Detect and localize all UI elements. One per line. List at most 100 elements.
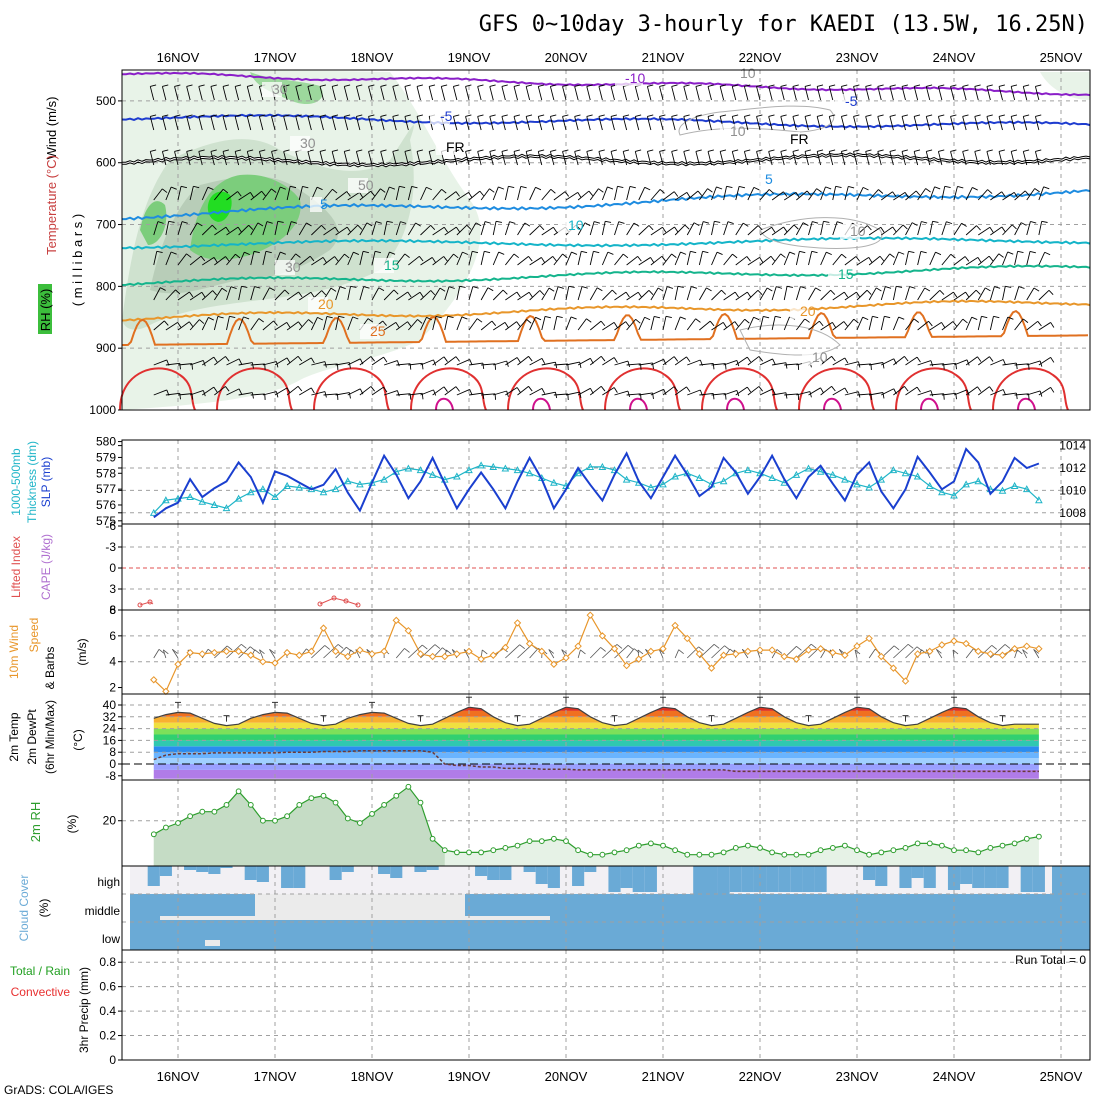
cloud-low-label: low <box>102 932 120 946</box>
upper-rh-label: RH (%) <box>38 289 53 332</box>
cloud-high-bar <box>923 866 936 888</box>
wind-speed-point <box>368 650 376 658</box>
rh2m-point <box>393 792 400 799</box>
upper-air-grid <box>122 70 1090 410</box>
temp-band <box>153 740 1039 747</box>
date-label-top: 23NOV <box>836 50 879 65</box>
thickness-point <box>356 480 364 488</box>
wind-speed-point <box>234 647 243 656</box>
rh2m-point <box>441 847 448 854</box>
wind-speed-point <box>247 651 255 659</box>
rh2m-point <box>951 847 957 854</box>
thickness-point <box>295 483 304 491</box>
wind-label-1: 10m Wind <box>7 625 21 679</box>
lifted-tick-labels: -6 -3 0 3 6 <box>105 519 122 617</box>
contour-label: 15 <box>838 266 854 282</box>
tick-label: -3 <box>105 540 116 554</box>
contour-label: -10 <box>625 70 645 86</box>
rh2m-point <box>429 835 436 842</box>
temp-label-1: 2m Temp <box>7 712 21 761</box>
contour-label: 5 <box>765 171 773 187</box>
thickness-point <box>222 504 231 512</box>
rh2m-point <box>272 817 278 824</box>
wind-speed-point <box>319 624 328 632</box>
thickness-point <box>246 488 255 496</box>
date-label-bottom: 22NOV <box>739 1069 782 1084</box>
isotherm-labels: -10 -5 -5 FR FR 5 5 10 15 15 20 20 25 30 50 30 10 10 10 10 3… <box>262 65 866 365</box>
lifted-index-marks <box>137 595 361 608</box>
rh2m-area <box>150 783 1042 866</box>
rh2m-point <box>623 847 630 854</box>
rh-tick-labels: 20 <box>103 814 122 828</box>
contour-label: FR <box>790 131 809 147</box>
cloud-high-bar <box>329 866 342 880</box>
tick-label: 32 <box>103 710 117 724</box>
date-label-bottom: 25NOV <box>1040 1069 1083 1084</box>
cloud-high-bar <box>426 866 439 870</box>
tick-label: 0.8 <box>99 955 116 969</box>
cloud-high-bar <box>802 866 815 892</box>
cloud-high-bar <box>1032 866 1045 892</box>
thickness-point <box>513 466 522 474</box>
cloud-unit-label: (%) <box>37 899 51 918</box>
temp-band <box>153 746 1039 753</box>
cloud-high-bar <box>196 866 209 872</box>
cloud-high-bar <box>159 866 172 876</box>
wind-speed-point <box>1010 645 1019 653</box>
rh2m-point <box>308 795 315 801</box>
wind-speed-point <box>938 641 946 649</box>
wind-speed-point <box>344 652 352 661</box>
rh2m-point <box>332 799 339 806</box>
thickness-point <box>489 462 498 470</box>
rh2m-point <box>150 831 157 838</box>
wind-speed-point <box>538 647 546 656</box>
thickness-point <box>804 464 813 472</box>
wind-unit-label: (m/s) <box>75 638 89 665</box>
wind-speed-point <box>210 648 219 657</box>
date-label-bottom: 17NOV <box>254 1069 297 1084</box>
date-label-top: 24NOV <box>933 50 976 65</box>
wind-speed-point <box>331 647 340 656</box>
rh2m-point <box>805 851 812 858</box>
rh2m-point <box>672 847 678 854</box>
upper-temp-label: Temperature (°C) <box>44 155 59 255</box>
date-label-top: 22NOV <box>739 50 782 65</box>
tick-label: 0.4 <box>99 1004 116 1018</box>
thickness-point <box>477 461 485 469</box>
thickness-line <box>149 461 1043 516</box>
cloud-high-bar <box>547 866 560 888</box>
thickness-point <box>416 466 425 474</box>
tick-label: 6 <box>109 629 116 643</box>
tick-label: 1000 <box>89 403 116 417</box>
thickness-point <box>744 466 752 474</box>
cloud-high-bar <box>766 866 779 892</box>
date-label-bottom: 23NOV <box>836 1069 879 1084</box>
wind-speed-point <box>489 651 497 659</box>
contour-label: -5 <box>845 93 858 109</box>
wind-speed-point <box>271 659 279 667</box>
wind10m-speed-line <box>150 611 1043 696</box>
rh2m-unit-label: (%) <box>65 815 79 834</box>
wind-speed-point <box>841 651 849 659</box>
thickness-point <box>816 467 825 475</box>
rh2m-point <box>199 808 206 815</box>
rh2m-point <box>732 845 739 851</box>
cloud-high-bar <box>875 866 888 886</box>
thickness-point <box>828 470 837 478</box>
wind-speed-point <box>150 676 158 684</box>
contour-label: 50 <box>358 177 374 193</box>
wind-speed-point <box>792 655 801 663</box>
thickness-point <box>271 493 279 501</box>
rh2m-point <box>575 847 581 854</box>
thickness-point <box>659 480 667 488</box>
rh2m-point <box>648 840 654 847</box>
temperature-lines <box>153 696 1039 773</box>
contour-label: 15 <box>384 257 400 273</box>
thickness-point <box>695 473 704 482</box>
wind-speed-point <box>501 643 510 652</box>
wind-label-3: & Barbs <box>43 647 57 690</box>
wind-speed-point <box>719 651 728 659</box>
rh2m-point <box>417 799 424 806</box>
